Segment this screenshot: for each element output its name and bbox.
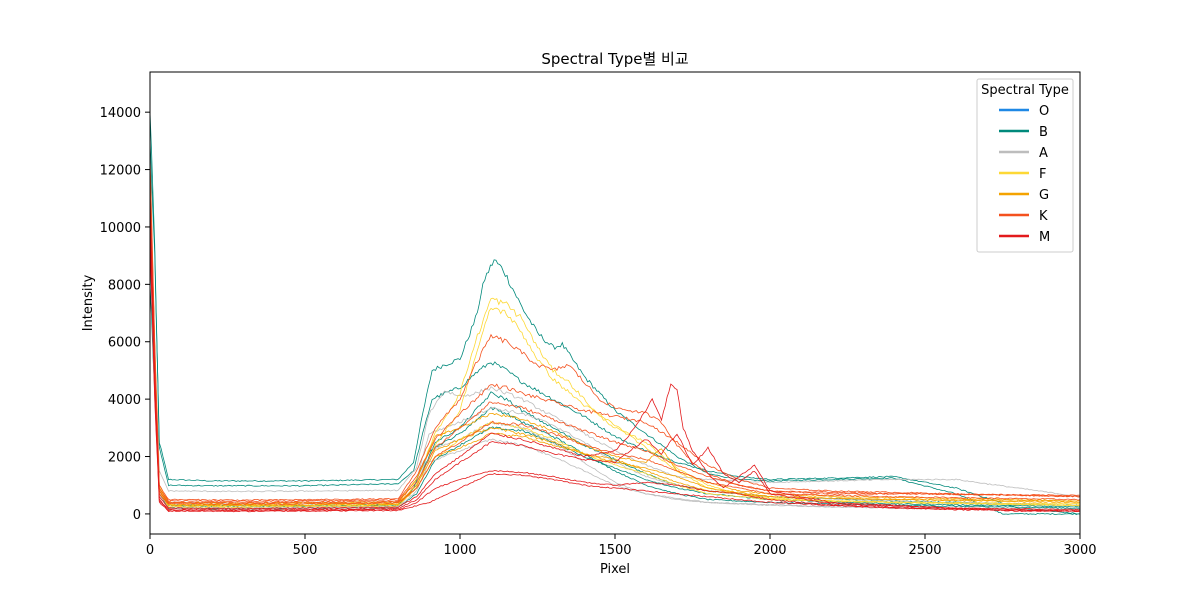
x-tick-label: 2000 — [753, 543, 786, 558]
legend-label-B: B — [1039, 125, 1048, 140]
y-tick-label: 10000 — [100, 221, 141, 236]
legend-label-F: F — [1039, 167, 1046, 182]
series-K-line-2 — [149, 170, 1081, 503]
legend-label-A: A — [1039, 146, 1048, 161]
series-K-line-1 — [149, 158, 1081, 502]
y-tick-label: 8000 — [108, 278, 141, 293]
legend-label-G: G — [1039, 188, 1049, 203]
series-A-line-1 — [149, 151, 1081, 498]
x-tick-label: 1500 — [598, 543, 631, 558]
y-tick-label: 4000 — [108, 393, 141, 408]
y-tick-label: 2000 — [108, 451, 141, 466]
series-layer — [149, 112, 1081, 515]
series-A-line-4 — [149, 243, 1081, 511]
x-tick-label: 3000 — [1063, 543, 1096, 558]
series-M-line-4 — [149, 243, 1081, 513]
series-B-line-1 — [149, 139, 1081, 515]
x-tick-label: 0 — [146, 543, 154, 558]
legend-label-K: K — [1039, 209, 1048, 224]
legend-box — [976, 78, 1074, 253]
y-axis-label: Intensity — [81, 274, 96, 331]
x-tick-label: 500 — [293, 543, 318, 558]
series-G-line-1 — [149, 168, 1081, 504]
series-M-line-2 — [149, 213, 1081, 511]
series-K-line-3 — [149, 181, 1081, 504]
series-F-line-3 — [149, 201, 1081, 509]
series-F-line-2 — [149, 182, 1081, 507]
x-axis-label: Pixel — [600, 562, 630, 577]
series-G-line-3 — [149, 212, 1081, 507]
series-F-line-1 — [149, 171, 1081, 506]
x-axis: 0 500 1000 1500 2000 2500 3000 — [146, 534, 1097, 558]
legend-label-O: O — [1039, 104, 1049, 119]
y-tick-label: 14000 — [100, 106, 141, 121]
legend-title: Spectral Type — [981, 83, 1069, 98]
series-M-line-1 — [149, 194, 1081, 513]
series-A-line-3 — [149, 223, 1081, 511]
y-tick-label: 0 — [133, 508, 141, 523]
series-B-line-3 — [149, 253, 1081, 509]
y-tick-label: 6000 — [108, 336, 141, 351]
series-B-line-4 — [149, 283, 1081, 510]
legend-label-M: M — [1039, 230, 1050, 245]
x-tick-label: 2500 — [908, 543, 941, 558]
chart-title: Spectral Type별 비교 — [541, 50, 688, 68]
y-tick-label: 12000 — [100, 164, 141, 179]
x-tick-label: 1000 — [443, 543, 476, 558]
series-K-line-4 — [149, 197, 1081, 506]
series-B-line-2 — [149, 112, 1080, 515]
y-axis: 0 2000 4000 6000 8000 10000 12000 14000 — [100, 106, 150, 523]
